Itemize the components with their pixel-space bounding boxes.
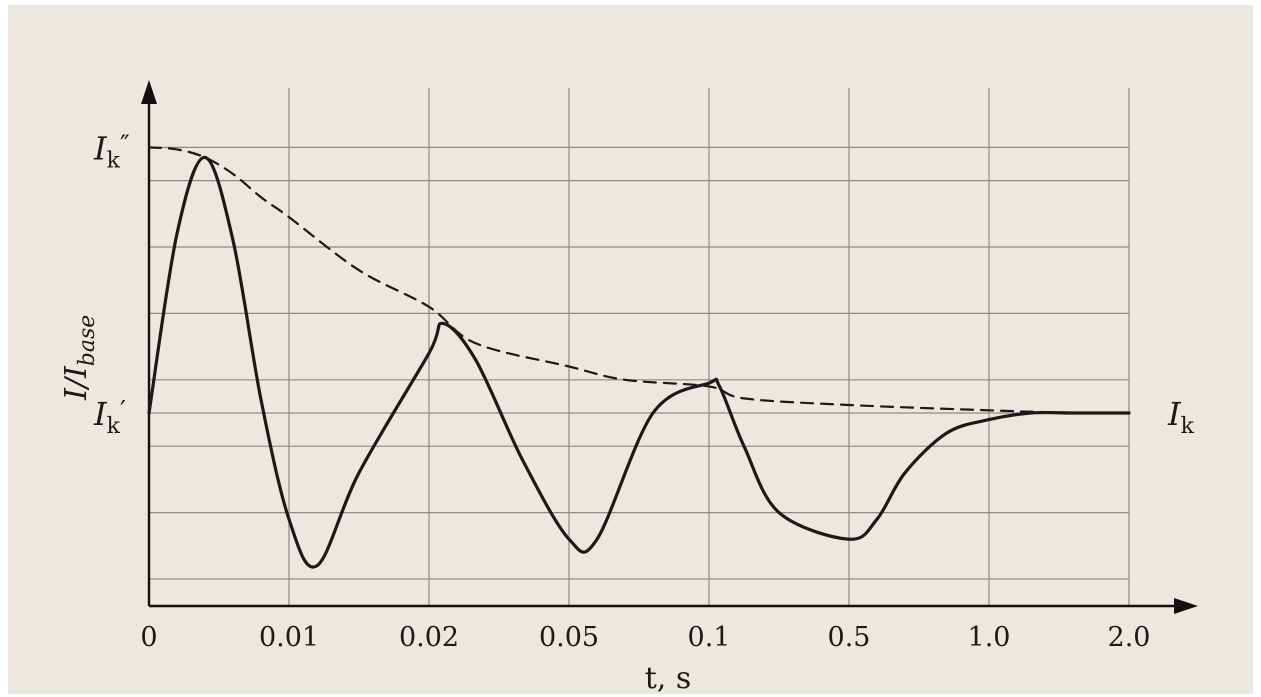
x-tick-label: 0.5 [828,622,871,653]
x-axis-arrow [1174,598,1198,614]
level-label: Ik′ [93,395,126,439]
x-tick-label: 0.05 [539,622,599,653]
level-label: Ik″ [93,129,130,173]
series-layer [147,146,1131,569]
y-axis-title: I/Ibase [59,315,100,401]
x-tick-label: 0 [140,622,157,653]
y-axis-arrow [141,80,157,104]
labels: 0 0.01 0.02 0.05 0.1 0.5 1.0 2.0 t, s I/Ibase Ik″ I… [59,129,1195,696]
x-tick-label: 0.01 [259,622,319,653]
x-axis-title: t, s [645,661,692,696]
envelope-dashed-line [147,146,1131,415]
x-tick-label: 1.0 [968,622,1011,653]
x-tick-label: 2.0 [1108,622,1151,653]
axes [141,80,1198,614]
current-solid-line [147,155,1131,569]
x-tick-label: 0.1 [688,622,731,653]
level-label: Ik [1167,395,1195,439]
x-tick-label: 0.02 [399,622,459,653]
grid [149,88,1130,606]
